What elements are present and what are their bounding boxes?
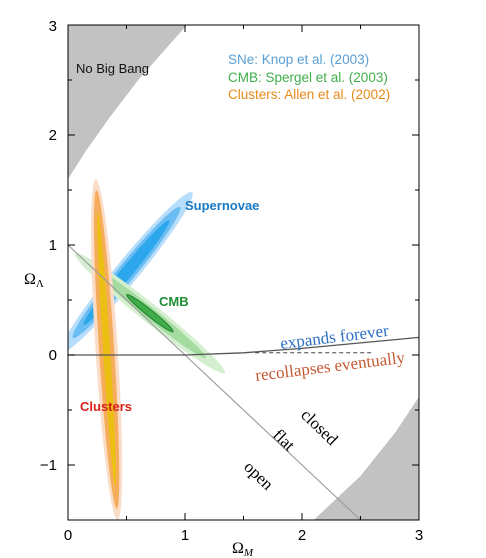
cmb-label: CMB [159, 294, 189, 309]
y-tick-label: −1 [40, 457, 57, 474]
y-tick-label: 1 [49, 237, 57, 254]
cmb-contour-3 [126, 294, 174, 333]
expansion-boundary-line [68, 336, 419, 356]
flat-label: flat [269, 425, 299, 455]
open-label: open [240, 457, 277, 494]
y-axis-label: ΩΛ [24, 271, 44, 290]
x-axis-label: ΩM [232, 540, 254, 558]
legend-entry-clusters: Clusters: Allen et al. (2002) [228, 87, 390, 102]
closed-label: closed [297, 405, 342, 449]
x-tick-label: 2 [298, 527, 306, 544]
no-big-bang-region [68, 25, 187, 179]
flat-universe-line [68, 244, 362, 520]
supernovae-label: Supernovae [185, 198, 259, 213]
legend-entry-sne: SNe: Knop et al. (2003) [228, 52, 369, 67]
clusters-contour-3 [97, 212, 117, 487]
y-tick-label: 2 [49, 127, 57, 144]
legend-entry-cmb: CMB: Spergel et al. (2003) [228, 70, 388, 85]
no-big-bang-label: No Big Bang [76, 61, 149, 76]
x-tick-label: 3 [415, 527, 423, 544]
x-tick-label: 0 [64, 527, 72, 544]
legend: SNe: Knop et al. (2003) CMB: Spergel et … [228, 52, 390, 102]
contour-layer [68, 179, 226, 520]
axis-ticks [67, 24, 420, 521]
y-tick-label: 0 [49, 347, 57, 364]
clusters-label: Clusters [80, 399, 132, 414]
y-tick-label: 3 [49, 18, 57, 35]
expands-forever-label: expands forever [279, 321, 390, 353]
x-tick-label: 1 [181, 527, 189, 544]
lower-right-gray-region [313, 396, 419, 520]
